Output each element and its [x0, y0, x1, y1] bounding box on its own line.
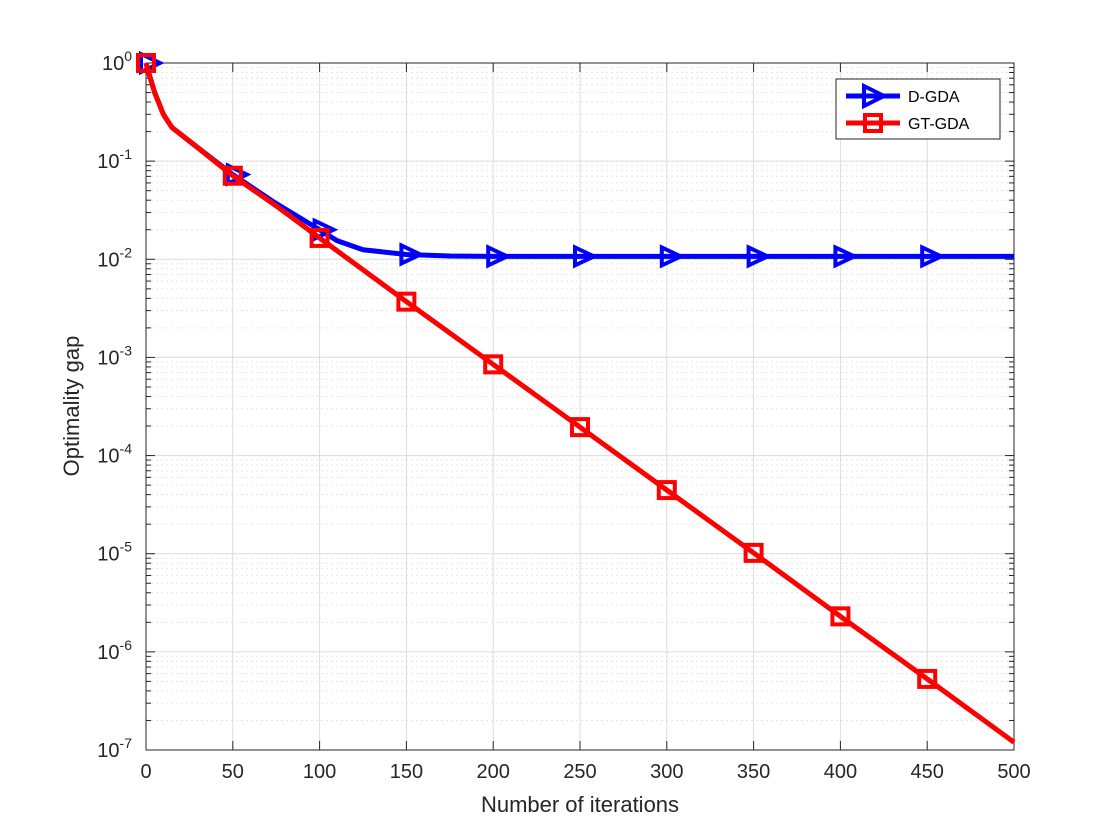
data-point-gt-gda — [656, 480, 677, 501]
data-point-d-gda — [486, 244, 512, 269]
data-point-gt-gda — [136, 53, 156, 73]
data-point-d-gda — [833, 244, 860, 269]
data-point-d-gda — [920, 244, 946, 269]
axis-ticks: 0 50 100 150 200 250 300 350 400 450 500 100 10-1 10-… — [97, 48, 1030, 783]
y-axis-title: Optimality gap — [59, 336, 84, 477]
x-tick-label: 450 — [911, 761, 944, 783]
y-tick-label: 10-3 — [97, 342, 132, 369]
legend-marker-gt-gda — [863, 113, 883, 133]
grid — [146, 63, 1014, 750]
data-point-gt-gda — [396, 291, 417, 312]
data-point-gt-gda — [743, 542, 764, 563]
data-point-gt-gda — [483, 354, 504, 375]
data-point-gt-gda — [917, 668, 938, 689]
x-tick-label: 400 — [824, 761, 857, 783]
legend-label-d-gda: D-GDA — [908, 89, 960, 106]
data-point-d-gda — [139, 50, 165, 76]
legend: D-GDA GT-GDA — [835, 78, 1001, 140]
x-tick-label: 100 — [303, 761, 336, 783]
x-tick-label: 300 — [650, 761, 683, 783]
x-tick-label: 150 — [390, 761, 423, 783]
data-point-d-gda — [573, 244, 599, 269]
data-point-gt-gda — [830, 606, 851, 627]
data-point-d-gda — [399, 242, 426, 267]
legend-label-gt-gda: GT-GDA — [908, 116, 970, 133]
legend-entry-d-gda: D-GDA — [846, 82, 960, 110]
y-tick-label: 10-5 — [97, 539, 132, 566]
y-tick-label: 100 — [102, 48, 132, 75]
x-tick-label: 500 — [997, 761, 1030, 783]
y-tick-label: 10-6 — [97, 637, 132, 664]
y-tick-label: 10-2 — [97, 244, 132, 271]
legend-entry-gt-gda: GT-GDA — [846, 113, 970, 133]
legend-marker-d-gda — [862, 82, 889, 110]
x-tick-label: 50 — [222, 761, 244, 783]
data-point-gt-gda — [222, 165, 243, 186]
y-tick-label: 10-1 — [97, 146, 132, 173]
y-tick-label: 10-4 — [97, 441, 132, 468]
series-line-gt-gda — [143, 62, 1016, 745]
data-point-d-gda — [659, 244, 686, 269]
data-point-gt-gda — [570, 417, 590, 438]
x-tick-label: 200 — [477, 761, 510, 783]
x-tick-label: 350 — [737, 761, 770, 783]
x-tick-label: 250 — [563, 761, 596, 783]
series — [136, 50, 1016, 745]
y-tick-label: 10-7 — [97, 735, 132, 762]
data-point-d-gda — [746, 244, 773, 269]
x-tick-label: 0 — [140, 761, 151, 783]
x-axis-title: Number of iterations — [481, 792, 679, 817]
data-point-gt-gda — [309, 227, 330, 248]
